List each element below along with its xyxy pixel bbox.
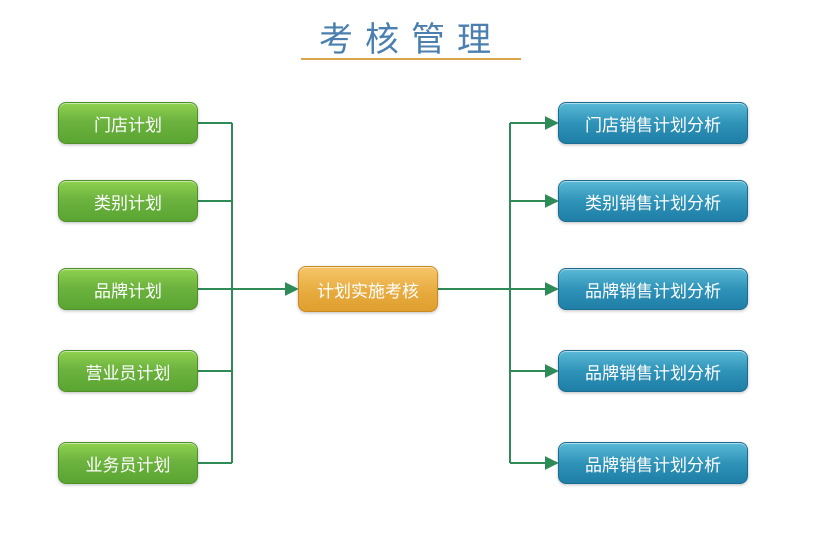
right-node-3: 品牌销售计划分析 xyxy=(558,350,748,392)
right-node-4: 品牌销售计划分析 xyxy=(558,442,748,484)
page-title: 考核管理 xyxy=(319,12,503,61)
left-node-2: 品牌计划 xyxy=(58,268,198,310)
left-node-1: 类别计划 xyxy=(58,180,198,222)
left-node-4: 业务员计划 xyxy=(58,442,198,484)
right-node-1: 类别销售计划分析 xyxy=(558,180,748,222)
right-node-0: 门店销售计划分析 xyxy=(558,102,748,144)
left-node-0: 门店计划 xyxy=(58,102,198,144)
left-node-3: 营业员计划 xyxy=(58,350,198,392)
right-node-2: 品牌销售计划分析 xyxy=(558,268,748,310)
center-node: 计划实施考核 xyxy=(298,266,438,312)
title-underline xyxy=(301,58,521,60)
